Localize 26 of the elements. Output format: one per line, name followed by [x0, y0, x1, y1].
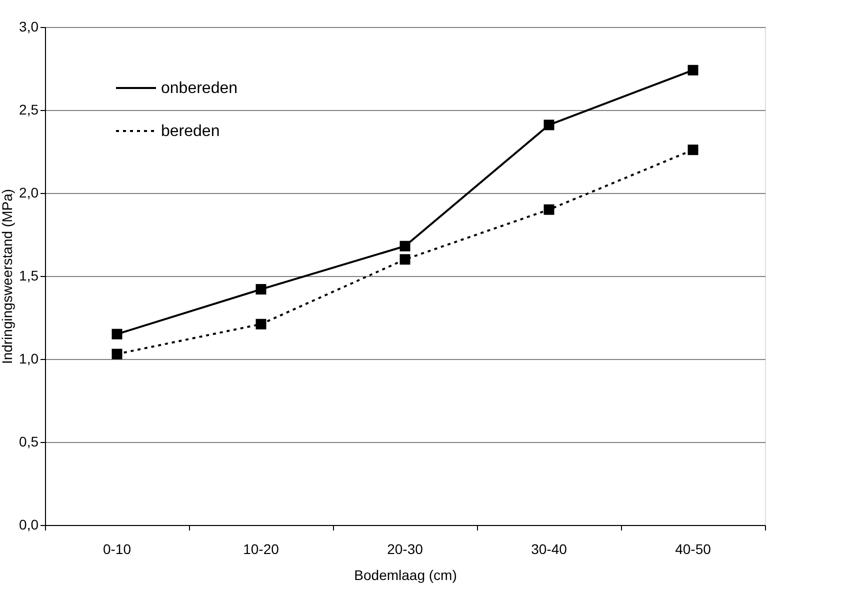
y-tick-label: 2,0 — [19, 184, 39, 200]
x-tick-label: 40-50 — [675, 541, 712, 557]
y-tick-label: 1,0 — [19, 350, 39, 366]
x-tick-label: 0-10 — [102, 541, 132, 557]
point — [688, 144, 698, 156]
point — [400, 240, 410, 252]
point — [544, 120, 554, 130]
point — [112, 348, 122, 360]
y-tick-label: 2,5 — [19, 102, 39, 118]
point — [544, 204, 554, 215]
legend-label: bereden — [161, 123, 220, 140]
point — [400, 254, 410, 265]
y-tick-label: 3,0 — [19, 18, 39, 34]
x-tick-label: 30-40 — [531, 541, 568, 557]
y-tick-label: 0,0 — [19, 516, 39, 532]
legend-label: onbereden — [161, 80, 238, 97]
y-tick-label: 0,5 — [19, 434, 39, 450]
point — [688, 64, 698, 76]
point — [256, 284, 266, 295]
x-axis-title: Bodemlaag (cm) — [354, 567, 457, 583]
point — [112, 328, 122, 340]
y-tick-label: 1,5 — [19, 268, 39, 284]
y-axis-title: Indringingsweerstand (MPa) — [0, 188, 16, 364]
x-tick-label: 20-30 — [387, 541, 424, 557]
point — [256, 318, 266, 330]
x-tick-label: 10-20 — [243, 541, 280, 557]
